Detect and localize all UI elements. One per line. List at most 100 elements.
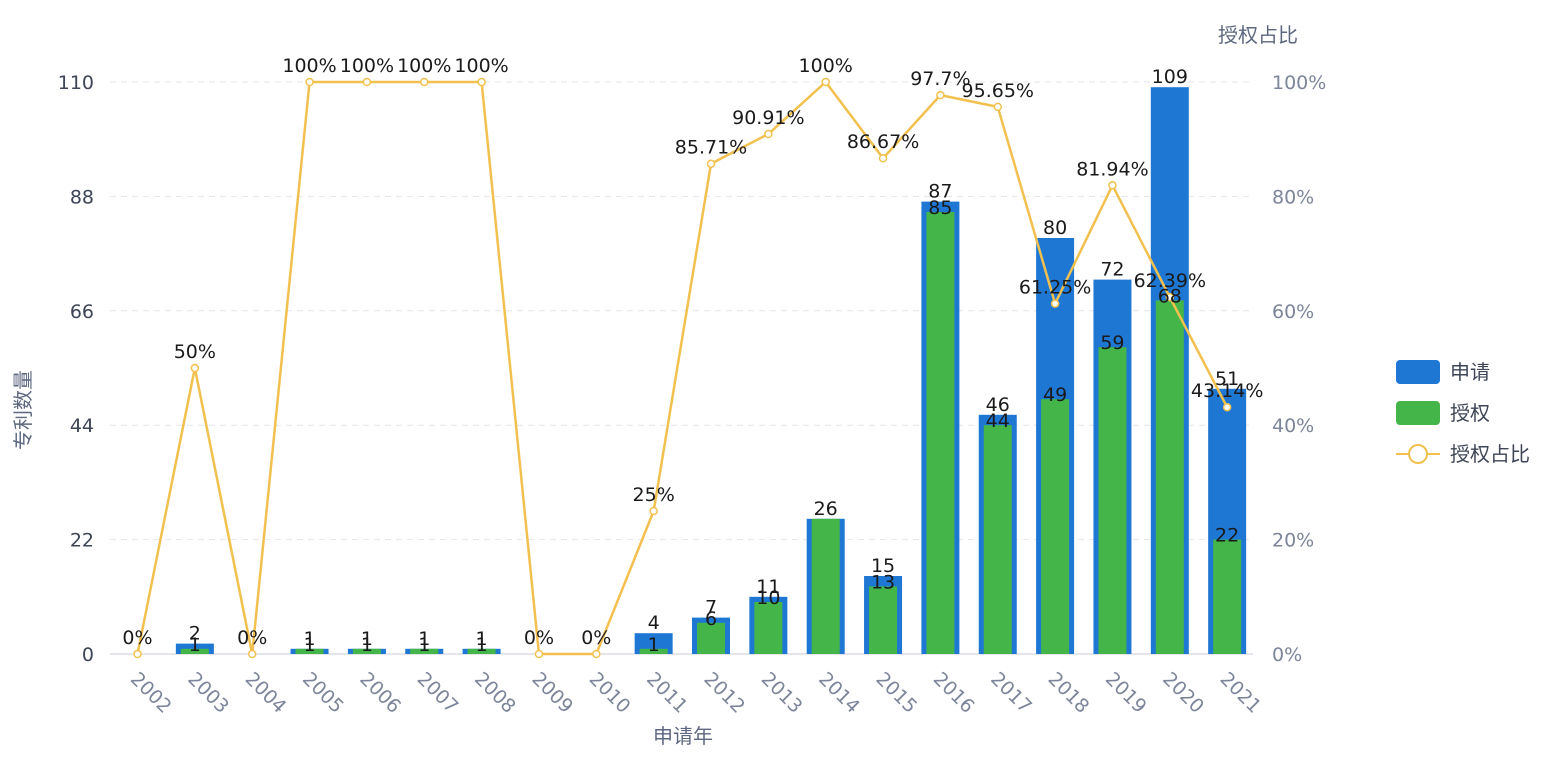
apply-value-label: 46 <box>986 394 1010 416</box>
x-tick-label: 2005 <box>298 668 348 718</box>
ratio-value-label: 0% <box>237 627 267 649</box>
ratio-point <box>821 77 830 87</box>
ratio-point <box>706 159 716 168</box>
x-tick-label: 2014 <box>814 668 864 718</box>
legend-item-grant[interactable]: 授权 <box>1396 401 1490 425</box>
grant-value-label: 1 <box>418 634 430 656</box>
y2-tick-label: 0% <box>1272 644 1302 666</box>
ratio-value-label: 100% <box>799 55 853 77</box>
legend-swatch-apply <box>1396 360 1440 384</box>
apply-value-label: 2 <box>189 623 201 645</box>
y2-tick-label: 40% <box>1272 415 1314 437</box>
ratio-point <box>362 77 372 87</box>
ratio-value-label: 50% <box>174 341 216 363</box>
y-tick-label: 66 <box>70 301 94 323</box>
ratio-value-label: 25% <box>633 484 675 506</box>
apply-value-label: 1 <box>361 628 373 650</box>
x-tick-label: 2010 <box>585 668 635 718</box>
x-tick-label: 2021 <box>1216 668 1266 718</box>
x-tick-label: 2016 <box>929 668 979 718</box>
ratio-value-label: 62.39% <box>1134 270 1206 292</box>
apply-value-label: 72 <box>1100 259 1124 281</box>
apply-value-label: 7 <box>705 597 717 619</box>
y2-axis-title: 授权占比 <box>1218 23 1298 47</box>
ratio-point <box>764 129 773 139</box>
legend-label-ratio: 授权占比 <box>1450 442 1530 466</box>
bar-grant <box>926 212 955 654</box>
bar-grant <box>754 602 783 654</box>
legend-swatch-grant <box>1396 401 1440 425</box>
ratio-value-label: 90.91% <box>732 107 804 129</box>
y-tick-label: 22 <box>70 530 94 552</box>
x-tick-label: 2012 <box>699 668 749 718</box>
bar-grant <box>869 586 898 654</box>
ratio-point <box>534 649 544 659</box>
grant-value-label: 44 <box>986 410 1010 432</box>
bar-grant <box>467 648 496 654</box>
apply-value-label: 11 <box>756 576 780 598</box>
grid-lines <box>110 81 1253 541</box>
grant-value-label: 6 <box>705 608 717 630</box>
grant-value-label: 1 <box>648 634 660 656</box>
ratio-point <box>420 77 429 87</box>
apply-value-label: 109 <box>1152 66 1188 88</box>
y2-tick-label: 80% <box>1272 186 1314 208</box>
legend: 申请 授权 授权占比 <box>1396 360 1530 466</box>
ratio-value-label: 100% <box>340 55 394 77</box>
bar-grant <box>639 648 668 654</box>
grant-value-label: 1 <box>361 634 373 656</box>
grant-value-label: 1 <box>304 634 316 656</box>
ratio-point <box>936 90 945 100</box>
ratio-value-label: 0% <box>122 627 152 649</box>
x-tick-label: 2015 <box>872 668 922 718</box>
apply-value-label: 4 <box>648 612 660 634</box>
bar-grant <box>1041 399 1070 654</box>
ratio-value-label: 43.14% <box>1191 380 1263 402</box>
grant-value-label: 1 <box>189 634 201 656</box>
ratio-point <box>1050 299 1060 308</box>
ratio-point <box>305 77 314 87</box>
y-tick-label: 44 <box>70 415 94 437</box>
x-tick-label: 2018 <box>1044 668 1094 718</box>
x-tick-label: 2017 <box>986 668 1036 718</box>
ratio-point <box>993 102 1002 112</box>
bars <box>175 87 1247 654</box>
apply-value-label: 51 <box>1215 368 1239 390</box>
grant-value-label: 85 <box>928 197 952 219</box>
legend-item-ratio[interactable]: 授权占比 <box>1396 442 1530 466</box>
y2-tick-label: 100% <box>1272 72 1326 94</box>
bar-grant <box>295 648 324 654</box>
x-tick-label: 2003 <box>183 668 233 718</box>
x-tick-label: 2004 <box>241 668 291 718</box>
x-tick-label: 2002 <box>126 668 176 718</box>
bar-grant <box>352 648 381 654</box>
ratio-point <box>190 363 200 373</box>
ratio-point <box>1108 181 1117 190</box>
grant-value-label: 59 <box>1100 332 1124 354</box>
apply-value-label: 87 <box>928 181 952 203</box>
ratio-value-label: 100% <box>397 55 451 77</box>
ratio-line-path <box>136 80 1229 656</box>
bar-grant <box>1155 300 1184 654</box>
x-tick-label: 2020 <box>1158 668 1208 718</box>
apply-value-label: 15 <box>871 555 895 577</box>
bar-grant <box>410 648 439 654</box>
x-tick-label: 2006 <box>355 668 405 718</box>
ratio-value-label: 100% <box>454 55 508 77</box>
ratio-value-label: 61.25% <box>1019 277 1091 299</box>
ratio-value-label: 81.94% <box>1076 158 1148 180</box>
legend-item-apply[interactable]: 申请 <box>1396 360 1490 384</box>
ratio-line <box>133 77 1232 659</box>
x-tick-label: 2007 <box>413 668 463 718</box>
x-axis-title: 申请年 <box>653 724 713 748</box>
ratio-point <box>1222 402 1232 412</box>
x-tick-label: 2011 <box>642 668 692 718</box>
apply-value-label: 26 <box>814 498 838 520</box>
apply-value-label: 1 <box>418 628 430 650</box>
ratio-point <box>247 649 257 659</box>
grant-value-label: 10 <box>756 587 780 609</box>
ratio-point <box>477 77 486 87</box>
grant-value-label: 68 <box>1158 285 1182 307</box>
ratio-value-label: 86.67% <box>847 131 919 153</box>
